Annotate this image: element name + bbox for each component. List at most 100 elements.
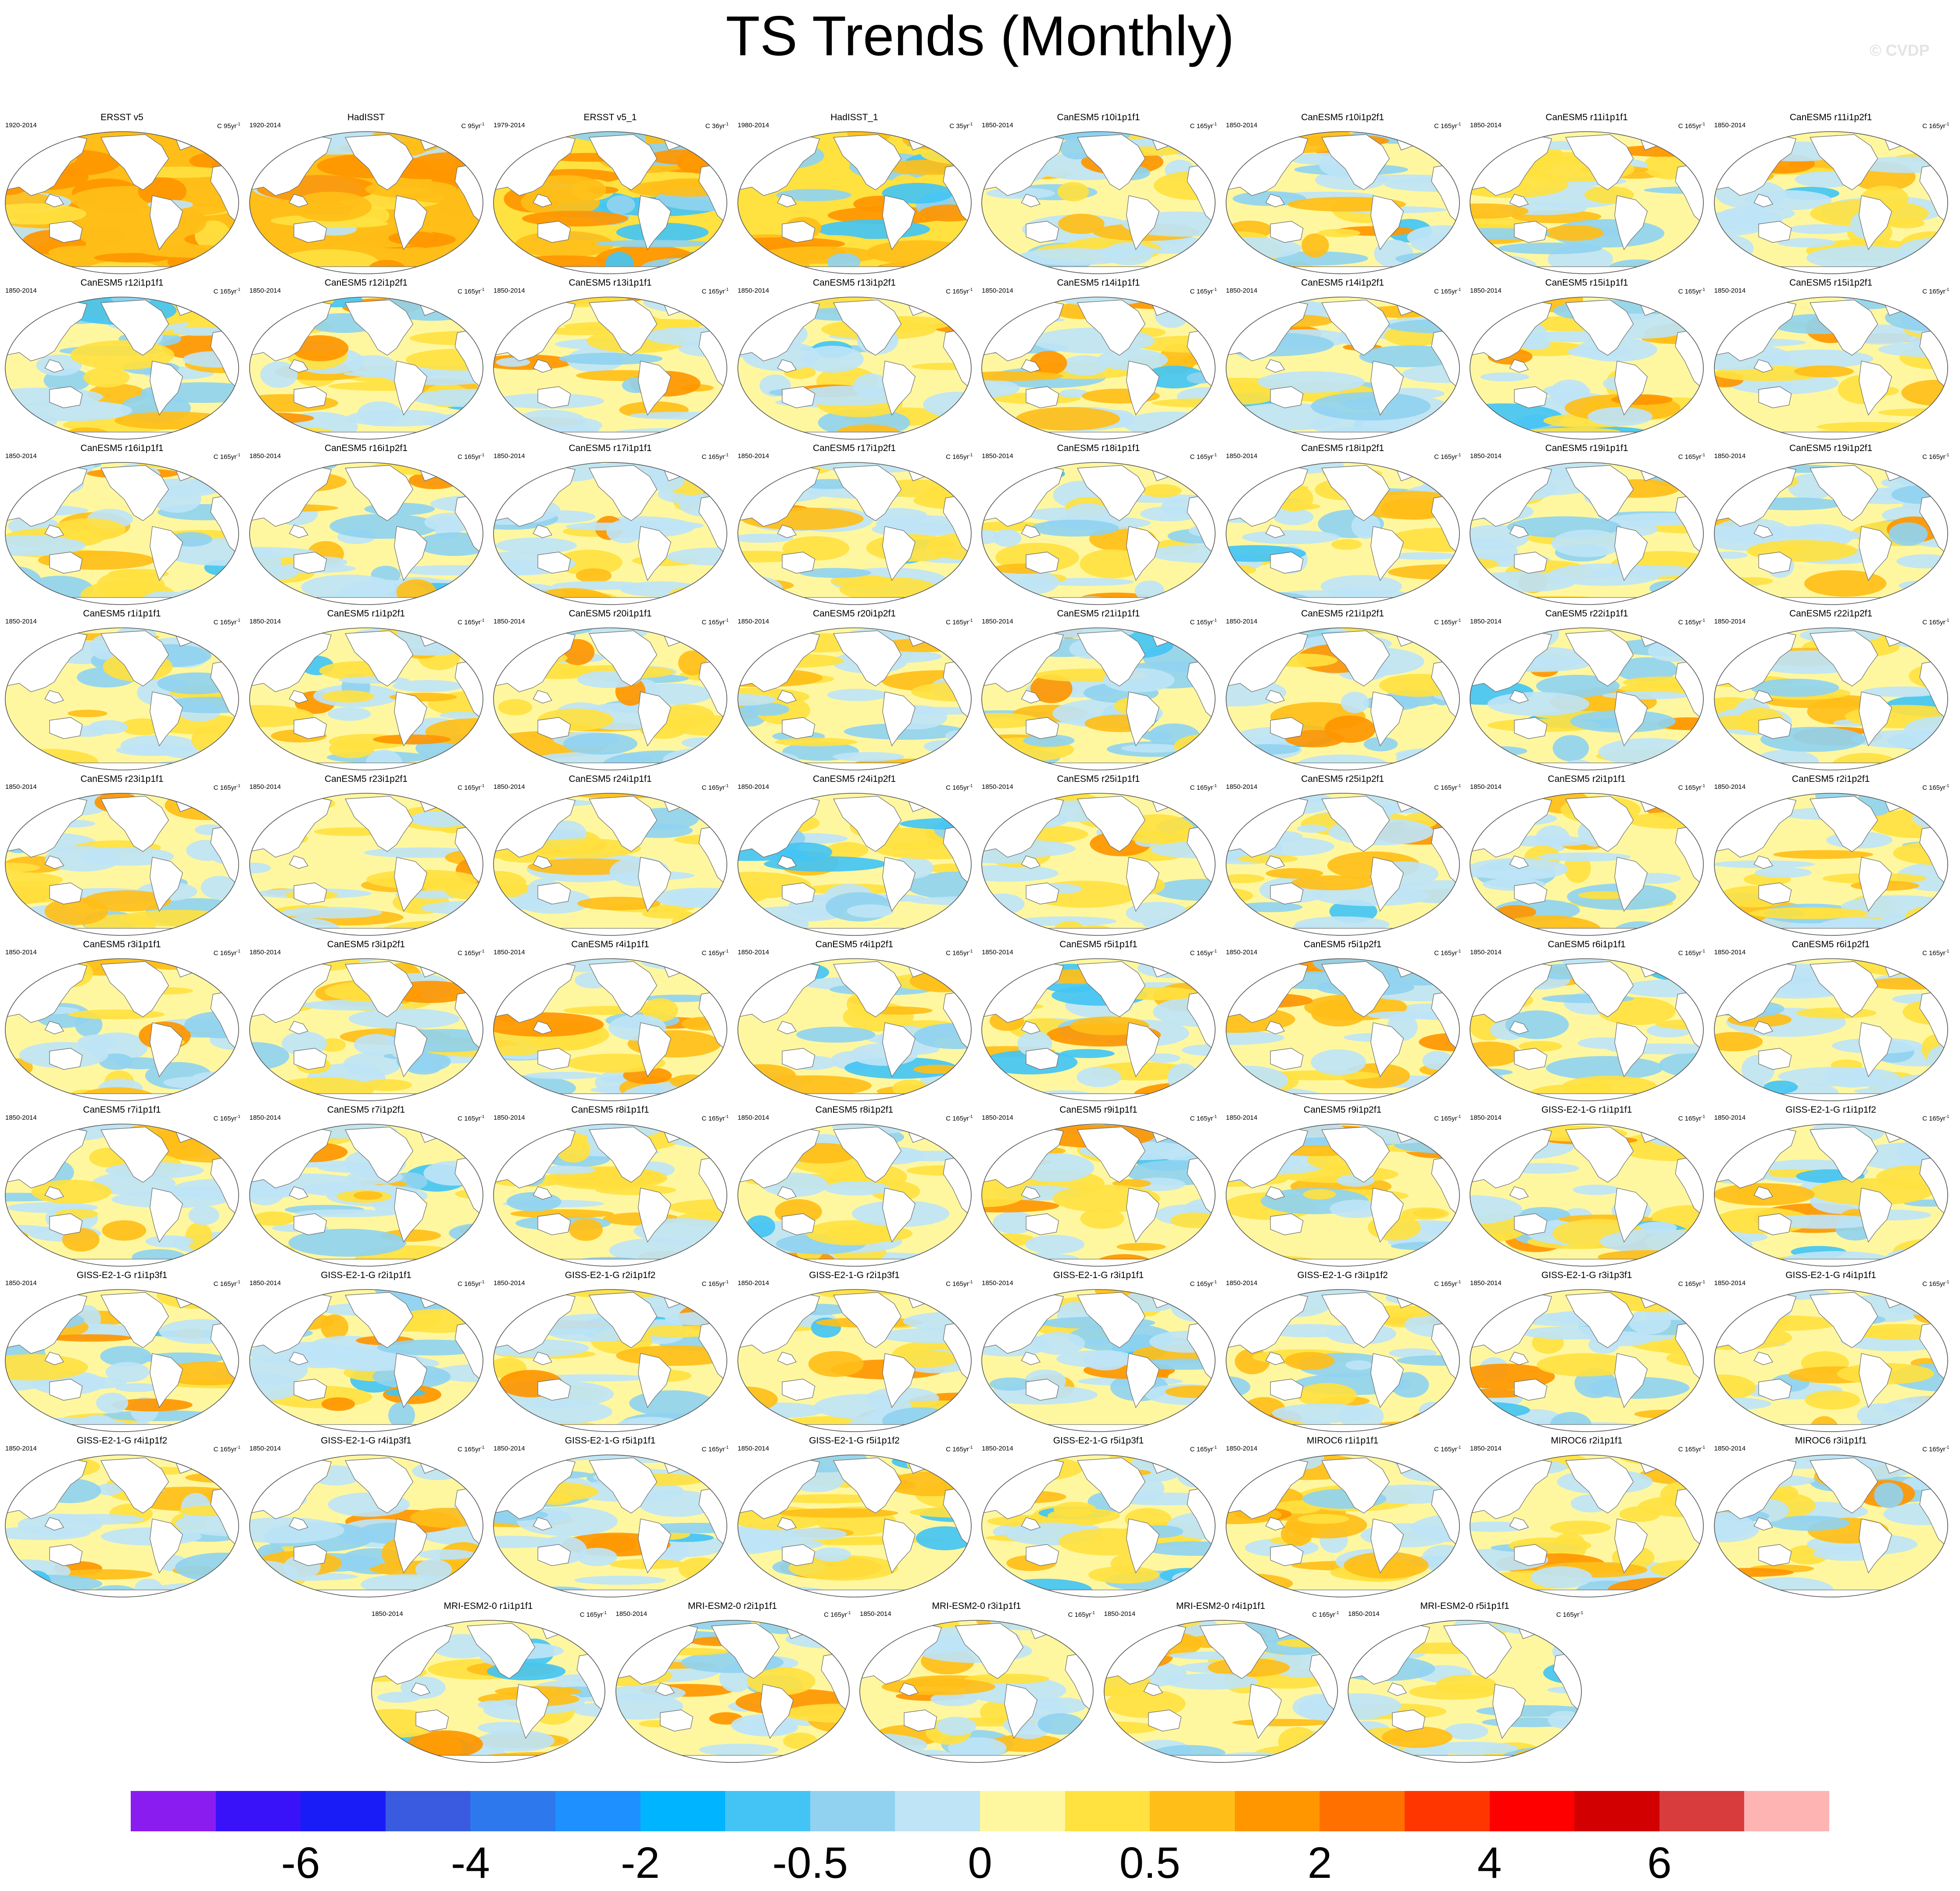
map-outline	[493, 131, 727, 274]
panel-units: C 165yr-1	[702, 782, 729, 792]
landmass	[1026, 386, 1059, 408]
map-panel: MIROC6 r2i1p1f1 1850-2014 C 165yr-1	[1465, 1435, 1709, 1600]
landmass	[537, 1048, 571, 1070]
map-outline	[5, 1289, 239, 1432]
landmass	[1077, 134, 1146, 190]
trend-contour	[1600, 1229, 1703, 1254]
landmass	[1265, 1021, 1285, 1035]
panel-units-text: C 165yr	[1190, 288, 1213, 295]
landmass	[261, 763, 472, 770]
colorbar-swatch	[640, 1791, 726, 1831]
panel-units-text: C 165yr	[824, 1611, 847, 1619]
colorbar-swatch	[725, 1791, 810, 1831]
map-outline	[981, 462, 1216, 605]
trend-contour	[813, 1547, 851, 1562]
trend-contour	[514, 628, 593, 636]
landmass	[781, 1048, 815, 1070]
landmass	[289, 855, 308, 869]
panel-units-exponent: -1	[1091, 1611, 1095, 1615]
landmass	[589, 465, 658, 521]
panel-units: C 165yr-1	[1678, 121, 1705, 130]
panel-title: CanESM5 r18i1p2f1	[1301, 443, 1384, 453]
trend-contour	[1144, 1541, 1215, 1556]
landmass	[781, 1544, 815, 1566]
panel-title: CanESM5 r10i1p1f1	[1057, 112, 1140, 122]
trend-contour	[1896, 554, 1948, 569]
panel-units: C 165yr-1	[214, 451, 240, 461]
trend-contour	[989, 1377, 1032, 1391]
map-panel: CanESM5 r21i1p2f1 1850-2014 C 165yr-1	[1221, 608, 1465, 773]
panel-units: C 165yr-1	[1434, 286, 1461, 296]
trend-contour	[844, 723, 966, 740]
landmass	[1321, 465, 1390, 521]
trend-contour	[1172, 1571, 1215, 1586]
trend-contour	[494, 1075, 576, 1101]
map-panel: CanESM5 r6i1p2f1 1850-2014 C 165yr-1	[1709, 939, 1953, 1104]
colorbar-tick-label: -4	[451, 1838, 490, 1887]
landmass	[1514, 1048, 1548, 1070]
trend-contour	[1329, 1200, 1383, 1218]
trend-contour	[494, 1536, 559, 1548]
landmass	[1265, 1351, 1285, 1365]
map-outline	[493, 793, 727, 936]
landmass	[1077, 795, 1146, 852]
panel-units-exponent: -1	[969, 1280, 973, 1285]
trend-contour	[1170, 1212, 1215, 1228]
landmass	[537, 1213, 571, 1236]
panel-units: C 95yr-1	[461, 121, 484, 130]
landmass	[1143, 1682, 1163, 1696]
panel-period: 1850-2014	[1714, 1114, 1746, 1121]
panel-units: C 165yr-1	[1922, 121, 1949, 130]
panel-period: 1850-2014	[982, 122, 1013, 129]
trend-contour	[1310, 1049, 1366, 1075]
trend-contour	[145, 1235, 193, 1248]
panel-units-exponent: -1	[725, 618, 729, 623]
panel-units-exponent: -1	[1457, 784, 1461, 788]
panel-units-text: C 165yr	[1190, 784, 1213, 791]
landmass	[1021, 1351, 1041, 1365]
trend-contour	[774, 842, 832, 862]
world-map	[737, 1289, 972, 1432]
trend-contour	[1778, 1067, 1899, 1086]
landmass	[100, 1126, 169, 1183]
landmass	[1026, 1213, 1059, 1236]
world-map	[493, 131, 727, 274]
trend-contour	[1714, 313, 1738, 323]
landmass	[1725, 597, 1936, 605]
trend-contour	[327, 707, 371, 721]
trend-contour	[1047, 1508, 1120, 1524]
trend-contour	[737, 534, 794, 543]
trend-contour	[1121, 744, 1184, 753]
panel-units: C 165yr-1	[1190, 286, 1217, 296]
landmass	[289, 359, 308, 373]
trend-contour	[634, 1325, 721, 1337]
panel-units: C 165yr-1	[1434, 948, 1461, 957]
panel-title: CanESM5 r11i1p1f1	[1545, 112, 1628, 122]
landmass	[533, 1021, 552, 1035]
trend-contour	[114, 412, 232, 430]
panel-units-exponent: -1	[1213, 122, 1217, 127]
panel-units-exponent: -1	[480, 287, 485, 292]
landmass	[344, 1457, 413, 1514]
map-panel: CanESM5 r25i1p2f1 1850-2014 C 165yr-1	[1221, 774, 1465, 938]
panel-title: HadISST_1	[830, 112, 878, 122]
panel-period: 1850-2014	[1470, 618, 1502, 625]
panel-title: CanESM5 r2i1p2f1	[1792, 774, 1870, 784]
landmass	[1237, 1590, 1448, 1597]
trend-contour	[1887, 218, 1925, 229]
trend-contour	[1816, 422, 1923, 432]
panel-title: CanESM5 r5i1p1f1	[1059, 939, 1137, 949]
trend-contour	[1177, 1462, 1215, 1488]
map-outline	[249, 1124, 483, 1267]
panel-period: 1850-2014	[1714, 783, 1746, 791]
panel-period: 1850-2014	[5, 1114, 37, 1121]
landmass	[505, 763, 715, 770]
panel-units-exponent: -1	[969, 1445, 973, 1450]
trend-contour	[1418, 1401, 1447, 1420]
panel-title: CanESM5 r25i1p2f1	[1301, 774, 1384, 784]
trend-contour	[1863, 978, 1948, 990]
map-outline	[5, 462, 239, 605]
trend-contour	[1017, 248, 1129, 265]
trend-contour	[1016, 407, 1120, 431]
landmass	[1148, 1709, 1181, 1732]
